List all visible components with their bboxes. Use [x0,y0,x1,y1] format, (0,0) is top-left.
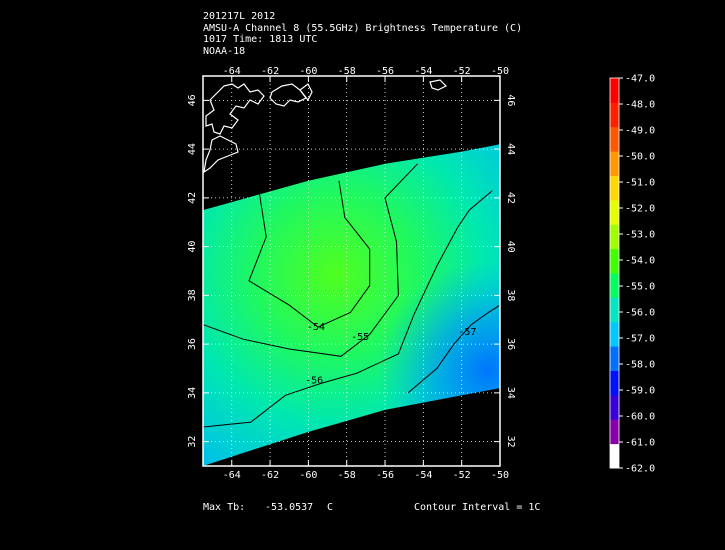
x-tick-label-bottom: -50 [491,470,509,481]
contour-line [203,163,418,357]
colorbar-tick-label: -55.0 [625,282,655,293]
colorbar-frame [609,77,620,469]
colorbar-tick-label: -52.0 [625,204,655,215]
colorbar-tick-label: -47.0 [625,74,655,85]
x-tick-label-top: -54 [414,66,432,77]
colorbar-tick-label: -61.0 [625,438,655,449]
x-tick-label-bottom: -56 [376,470,394,481]
colorbar-tick-label: -62.0 [625,464,655,475]
x-tick-label-bottom: -52 [453,470,471,481]
colorbar-segment [610,346,619,371]
x-tick-label-bottom: -62 [261,470,279,481]
colorbar-segment [610,224,619,250]
header-satellite: NOAA-18 [203,45,246,57]
colorbar-segment [610,102,619,128]
y-tick-label-right: 42 [505,192,516,204]
colorbar-tick-label: -58.0 [625,360,655,371]
coastline [203,79,448,174]
y-tick-label-left: 42 [187,192,198,204]
max-tb-unit: C [327,502,334,513]
x-tick-label-bottom: -64 [223,470,241,481]
colorbar-tick-label: -48.0 [625,100,655,111]
colorbar-segment [610,151,619,176]
plot-frame [202,75,501,467]
contour-line [407,304,500,394]
contour-label: -56 [305,376,323,387]
colorbar-segment [610,321,619,347]
x-tick-label-top: -60 [299,66,317,77]
contour-lines: -54 -55 -56 -57 [203,163,500,428]
max-tb-value: -53.0537 [265,502,314,513]
x-tick-label-top: -64 [223,66,241,77]
header-date: 201217L 2012 [203,11,276,22]
y-tick-label-left: 40 [187,241,198,253]
colorbar-tick-label: -54.0 [625,256,655,267]
x-tick-label-top: -52 [453,66,471,77]
header-time: 1017 Time: 1813 UTC [203,34,318,45]
x-tick-label-bottom: -60 [299,470,317,481]
colorbar-segment [610,297,619,323]
colorbar-tick-label: -53.0 [625,230,655,241]
grid [203,76,500,466]
colorbar-segment [610,419,619,445]
y-tick-label-left: 32 [187,436,198,448]
x-tick-label-top: -58 [338,66,356,77]
colorbar-tick-label: -57.0 [625,334,655,345]
colorbar-segment [610,126,619,152]
contour-label: -55 [351,332,369,343]
y-tick-label-left: 36 [187,338,198,350]
contour-label: -54 [307,322,325,333]
header-title: AMSU-A Channel 8 (55.5GHz) Brightness Te… [203,22,523,34]
colorbar-tick-label: -50.0 [625,152,655,163]
colorbar-segment [610,370,619,396]
y-tick-label-right: 46 [505,94,516,106]
colorbar-segment [610,78,619,103]
contour-interval: Contour Interval = 1C [414,502,541,513]
colorbar-tick-label: -51.0 [625,178,655,189]
colorbar-tick-label: -60.0 [625,412,655,423]
colorbar-segment [610,175,619,201]
colorbar-segment [610,199,619,225]
x-tick-label-top: -50 [491,66,509,77]
contour-line [203,190,493,428]
y-tick-label-left: 46 [187,94,198,106]
swath-cold-region [203,144,500,466]
x-tick-label-bottom: -54 [414,470,432,481]
colorbar: -47.0 -48.0 -49.0 -50.0 -51.0 -52.0 -53.0 -54.0… [609,74,655,475]
colorbar-tick-label: -59.0 [625,386,655,397]
colorbar-segment [610,248,619,274]
x-tick-label-bottom: -58 [338,470,356,481]
y-tick-label-right: 36 [505,338,516,350]
x-tick-label-top: -62 [261,66,279,77]
y-tick-label-right: 38 [505,289,516,301]
colorbar-segment [610,443,619,469]
contour-label: -57 [458,327,476,338]
y-tick-label-left: 44 [187,143,198,155]
y-tick-label-right: 34 [505,387,516,399]
y-tick-label-right: 40 [505,241,516,253]
y-tick-label-right: 44 [505,143,516,155]
colorbar-segment [610,394,619,420]
y-tick-label-right: 32 [505,436,516,448]
contour-line [248,180,371,328]
y-tick-label-left: 38 [187,289,198,301]
max-tb-label: Max Tb: [203,502,246,513]
colorbar-segment [610,273,619,298]
colorbar-tick-label: -56.0 [625,308,655,319]
axes: -64 -64 -62 -62 -60 -60 -58 -58 -56 -56 -54 -54 -52 -… [187,66,516,481]
colorbar-tick-label: -49.0 [625,126,655,137]
chart-header: 201217L 2012 AMSU-A Channel 8 (55.5GHz) B… [203,11,522,57]
x-tick-label-top: -56 [376,66,394,77]
y-tick-label-left: 34 [187,387,198,399]
